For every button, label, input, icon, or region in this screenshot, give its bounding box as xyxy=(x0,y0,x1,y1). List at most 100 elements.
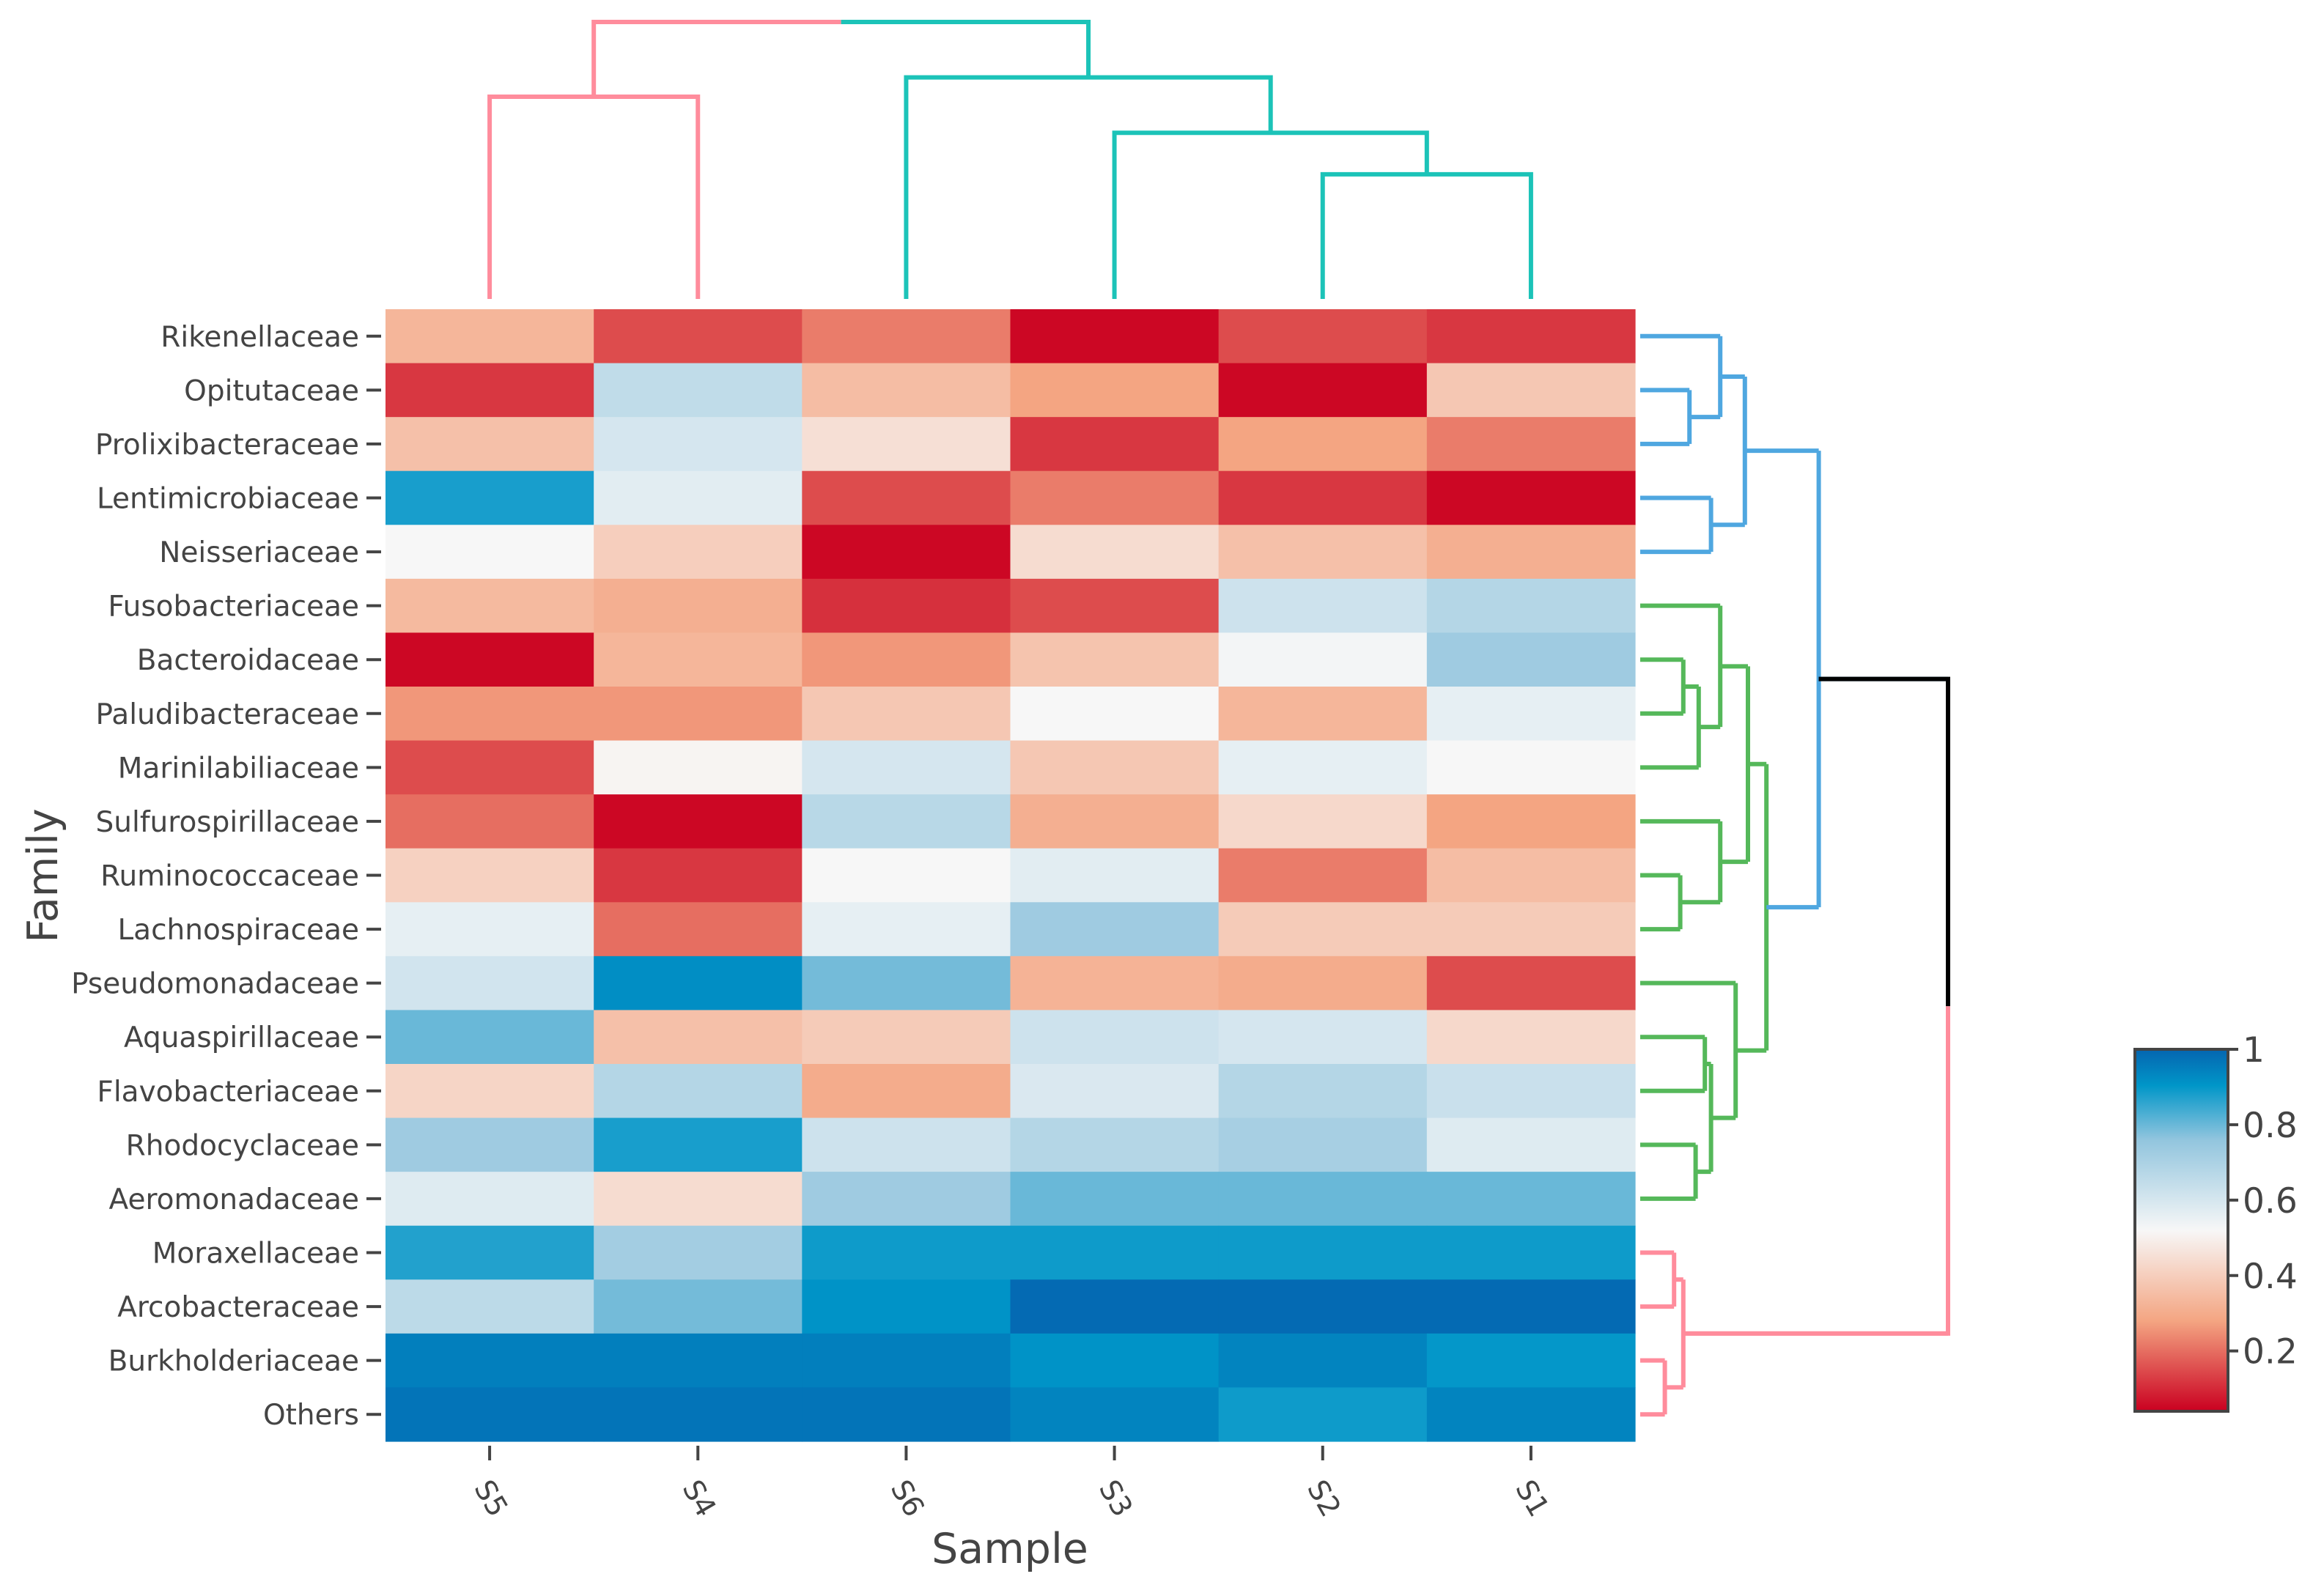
heatmap-cell xyxy=(594,956,803,1011)
heatmap-cells xyxy=(386,309,1636,1442)
x-tick-label: S1 xyxy=(1508,1475,1555,1523)
row-dendrogram-branch xyxy=(1683,1006,1950,1336)
heatmap-cell xyxy=(594,794,803,849)
heatmap-cell xyxy=(802,309,1011,364)
y-axis-title: Family xyxy=(19,808,67,942)
row-dendrogram-branch xyxy=(1640,603,1723,730)
heatmap-cell xyxy=(1218,1172,1428,1227)
heatmap-cell xyxy=(1218,417,1428,472)
heatmap-cell xyxy=(802,363,1011,418)
heatmap-cell xyxy=(1426,632,1636,687)
x-tick-label: S2 xyxy=(1300,1475,1347,1523)
heatmap-cell xyxy=(1426,578,1636,634)
y-tick-label: Paludibacteraceae xyxy=(96,698,359,731)
heatmap-cell xyxy=(1218,309,1428,364)
heatmap-cell xyxy=(386,309,594,364)
heatmap-cell xyxy=(1426,687,1636,742)
row-dendrogram-branch xyxy=(1640,495,1714,555)
heatmap-cell xyxy=(1426,1064,1636,1119)
heatmap-cell xyxy=(1218,1333,1428,1389)
heatmap-cell xyxy=(1426,902,1636,957)
colorbar-gradient xyxy=(2133,1048,2229,1413)
column-dendrogram-branch xyxy=(841,20,1091,78)
row-dendrogram-branch xyxy=(1640,1035,1708,1093)
heatmap-cell xyxy=(1426,1010,1636,1065)
heatmap-cell xyxy=(1010,578,1220,634)
heatmap-cell xyxy=(386,1333,594,1389)
heatmap-cell xyxy=(1010,902,1220,957)
heatmap-cell xyxy=(386,740,594,795)
heatmap-cell xyxy=(802,417,1011,472)
heatmap-cell xyxy=(594,1010,803,1065)
heatmap-cell xyxy=(386,578,594,634)
heatmap-cell xyxy=(802,1064,1011,1119)
heatmap-cell xyxy=(1010,525,1220,580)
x-axis-title: Sample xyxy=(932,1525,1088,1573)
y-tick-label: Others xyxy=(263,1399,359,1432)
column-dendrogram xyxy=(487,20,1533,299)
row-dendrogram-branch xyxy=(1640,980,1738,1120)
heatmap-cell xyxy=(802,1010,1011,1065)
heatmap-cell xyxy=(386,1387,594,1442)
heatmap-cell xyxy=(802,1225,1011,1280)
column-dendrogram-branch xyxy=(1320,171,1533,299)
colorbar-tick-label: 0.8 xyxy=(2243,1106,2298,1146)
y-tick-label: Marinilabiliaceae xyxy=(118,752,359,785)
row-dendrogram-branch xyxy=(1640,388,1692,446)
y-tick-labels: Rikenellaceae Opitutaceae Prolixibacterace… xyxy=(71,321,381,1432)
heatmap-cell xyxy=(1218,1117,1428,1172)
heatmap-cell xyxy=(594,578,803,634)
heatmap-cell xyxy=(1010,1279,1220,1334)
heatmap-cell xyxy=(802,1117,1011,1172)
heatmap-cell xyxy=(594,525,803,580)
y-tick-label: Aquaspirillaceae xyxy=(124,1021,359,1054)
heatmap-cell xyxy=(802,740,1011,795)
heatmap-cell xyxy=(1010,470,1220,525)
row-dendrogram-branch xyxy=(1640,684,1701,770)
column-dendrogram-branch xyxy=(1112,130,1429,299)
y-tick-label: Ruminococcaceae xyxy=(100,860,359,893)
heatmap-cell xyxy=(386,1172,594,1227)
heatmap-cell xyxy=(1218,578,1428,634)
heatmap-cell xyxy=(386,363,594,418)
heatmap-cell xyxy=(1426,1172,1636,1227)
heatmap-cell xyxy=(802,1279,1011,1334)
heatmap-cell xyxy=(1218,525,1428,580)
heatmap-cell xyxy=(386,687,594,742)
row-dendrogram-branch xyxy=(1640,1142,1698,1201)
heatmap-cell xyxy=(802,1333,1011,1389)
heatmap-cell xyxy=(386,1010,594,1065)
heatmap-cell xyxy=(802,902,1011,957)
heatmap-cell xyxy=(1426,848,1636,903)
heatmap-cell xyxy=(1426,794,1636,849)
heatmap-cell xyxy=(386,632,594,687)
heatmap-cell xyxy=(1010,1010,1220,1065)
y-tick-label: Pseudomonadaceae xyxy=(71,968,359,1001)
heatmap-cell xyxy=(386,525,594,580)
y-tick-label: Lachnospiraceae xyxy=(117,914,359,947)
row-dendrogram-branch xyxy=(1744,448,1821,910)
y-tick-label: Fusobacteriaceae xyxy=(108,591,359,624)
heatmap-cell xyxy=(1218,363,1428,418)
heatmap-cell xyxy=(1218,794,1428,849)
heatmap-cell xyxy=(594,1387,803,1442)
heatmap-cell xyxy=(594,1172,803,1227)
heatmap-cell xyxy=(594,309,803,364)
heatmap-cell xyxy=(1426,309,1636,364)
x-tick-label: S4 xyxy=(676,1475,723,1523)
heatmap-cell xyxy=(1218,470,1428,525)
y-tick-label: Lentimicrobiaceae xyxy=(97,483,359,516)
heatmap-cell xyxy=(1426,956,1636,1011)
x-tick-labels: S5 S4 S6 S3 S2 S1 xyxy=(467,1446,1555,1523)
heatmap-cell xyxy=(1010,309,1220,364)
heatmap-cell xyxy=(386,1064,594,1119)
x-tick-label: S6 xyxy=(884,1475,931,1523)
heatmap-cell xyxy=(386,417,594,472)
row-dendrogram-branch xyxy=(1640,657,1686,716)
heatmap-cell xyxy=(1426,525,1636,580)
heatmap-cell xyxy=(1426,363,1636,418)
y-tick-label: Sulfurospirillaceae xyxy=(96,806,359,839)
colorbar-tick-label: 1 xyxy=(2243,1030,2265,1071)
row-dendrogram-branch xyxy=(1720,664,1750,865)
